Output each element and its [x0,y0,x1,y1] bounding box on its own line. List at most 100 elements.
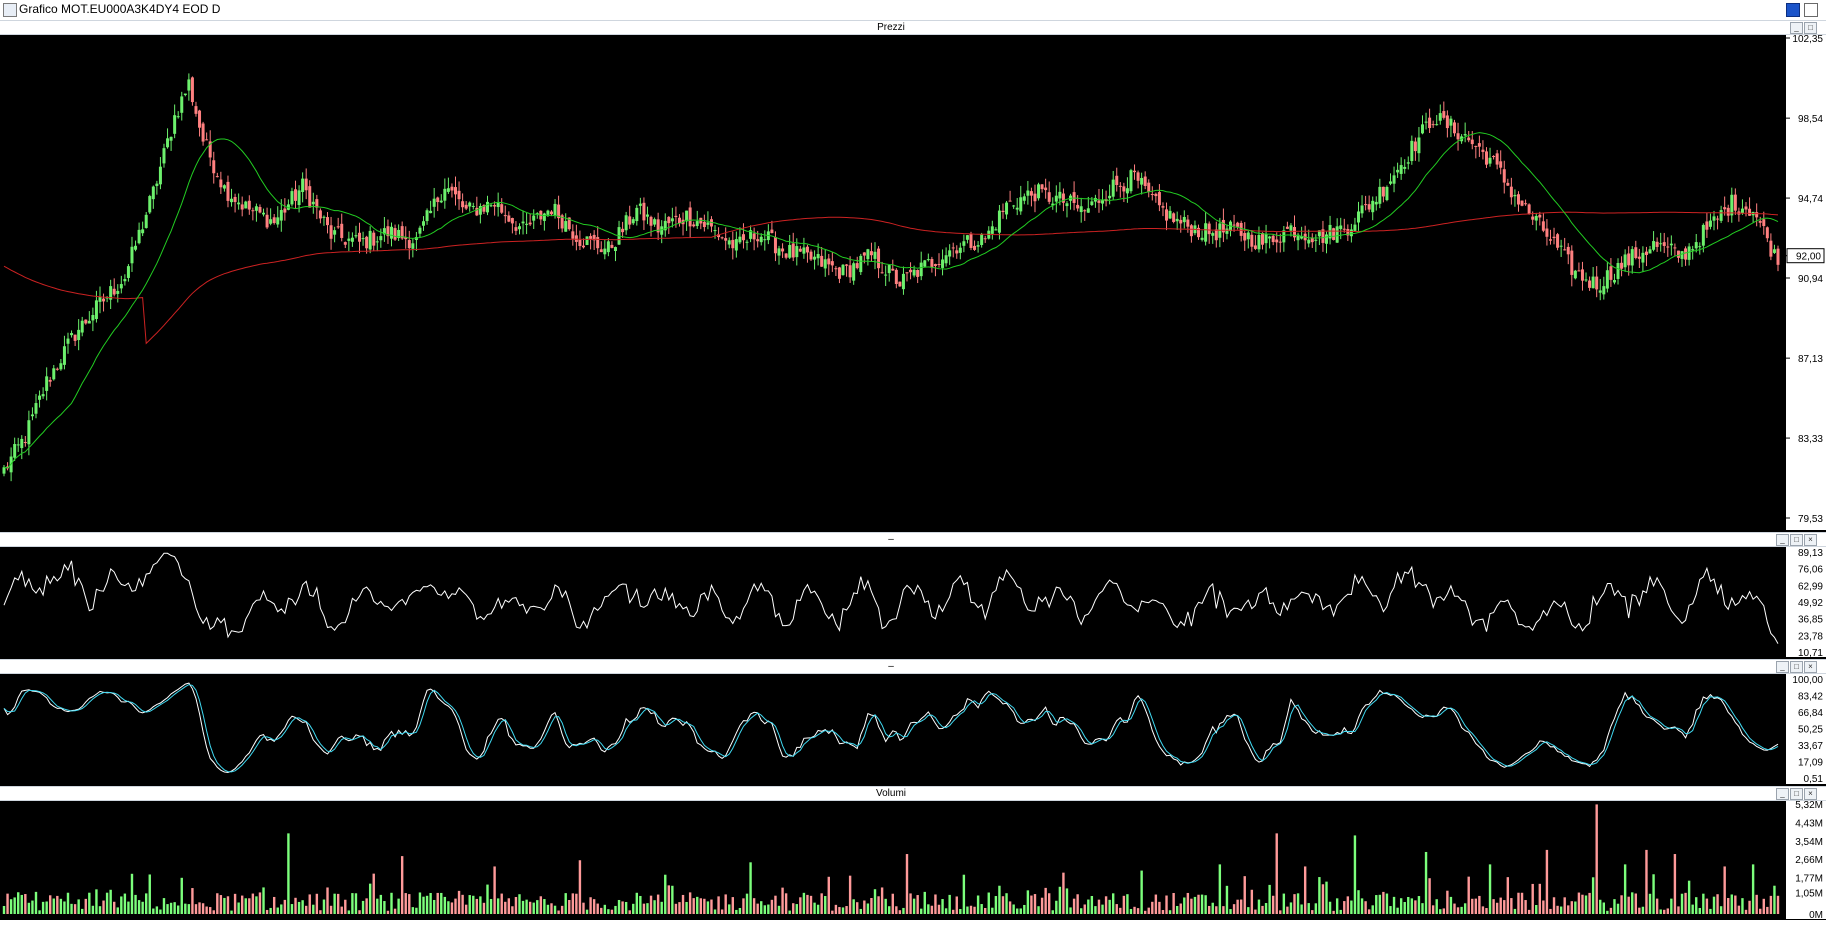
candle-body [226,181,230,201]
volume-bar [973,906,976,914]
candle-body [414,237,418,240]
volume-bar [987,892,990,914]
window-titlebar: Grafico MOT.EU000A3K4DY4 EOD D [0,0,1826,21]
volume-bar [745,893,749,914]
volume-bar [1062,872,1065,914]
volume-bar [582,902,585,914]
candle-body [1620,262,1624,269]
volume-bar [258,892,262,914]
candle-body [496,203,500,208]
volume-bar [891,893,894,914]
volume-bar [1431,905,1435,914]
volume-bar [482,902,486,914]
volume-bar [699,898,703,914]
panel-minimize-button[interactable]: _ [1776,788,1789,800]
candle-body [1637,256,1641,259]
candle-body [1659,243,1663,245]
candle-body [599,249,603,253]
candle-body [432,198,436,207]
candle-body [1385,186,1389,201]
candle-body [596,237,600,249]
volume-bar [1513,908,1517,914]
volume-bar [1076,894,1079,914]
volume-bar [1069,907,1072,914]
volume-bar [518,894,521,914]
candle-body [507,215,511,222]
candle-body [1015,207,1019,210]
panel-minimize-button[interactable]: _ [1776,534,1789,546]
panel-maximize-button[interactable]: □ [1804,22,1817,34]
volume-bar [1126,894,1129,914]
volume-bar [1147,907,1150,914]
window-close-button[interactable] [1804,3,1818,17]
rsi-line [3,552,1779,644]
volume-bar [2,905,6,914]
volume-bar [1151,901,1154,914]
panel-maximize-button[interactable]: □ [1790,788,1803,800]
candle-body [1655,241,1659,247]
candle-body [1548,239,1552,241]
volume-bar [1456,907,1460,914]
candle-body [1669,243,1673,246]
volume-bar [841,907,845,914]
candle-body [1644,251,1648,255]
volume-bar [536,900,539,914]
volume-bar [1215,906,1218,914]
candle-body [1516,194,1520,205]
panel-maximize-button[interactable]: □ [1790,661,1803,673]
candle-body [365,236,369,249]
candle-body [1214,229,1218,241]
panel-close-button[interactable]: × [1804,661,1817,673]
volume-bar [276,907,279,914]
volume-bar [1677,906,1680,914]
volume-bar [479,896,482,914]
volume-bar [553,905,557,914]
candle-body [1246,232,1250,240]
volume-bar [1392,896,1396,914]
volume-bar [642,903,646,914]
volume-bar [1048,893,1051,914]
volume-bar [1111,893,1115,914]
volume-bar [1119,907,1122,914]
volume-bar [280,904,283,914]
volume-bar [496,898,500,914]
window-restore-button[interactable] [1786,3,1800,17]
volume-bar [1705,898,1709,914]
candle-body [1520,200,1524,206]
volume-bar [795,904,798,914]
volume-bar [1616,903,1620,914]
candle-body [1026,190,1030,196]
candle-body [368,230,372,250]
volume-bar [105,892,109,914]
panel-close-button[interactable]: × [1804,788,1817,800]
candle-body [1509,186,1513,198]
candle-body [141,229,145,234]
candle-body [1349,229,1353,237]
volume-bar [1652,874,1655,914]
volume-bar [1673,854,1677,914]
candle-body [677,217,681,224]
volume-bar [1051,910,1054,914]
volume-bar [1460,906,1463,914]
panel-maximize-button[interactable]: □ [1790,534,1803,546]
volume-bar [859,908,862,914]
volume-bar [237,902,240,914]
candle-body [809,251,813,260]
volume-bar [1108,899,1111,914]
candle-body [578,239,582,247]
panel-close-button[interactable]: × [1804,534,1817,546]
volume-bar [308,894,311,914]
volume-bar [1016,908,1019,914]
volume-bar [1641,906,1645,914]
candle-body [1708,220,1712,227]
candle-body [635,207,639,222]
volume-bar [326,887,329,914]
candle-body [109,286,113,300]
panel-minimize-button[interactable]: _ [1790,22,1803,34]
volume-bar [376,898,379,914]
candle-body [144,214,148,228]
volume-bar [45,901,48,914]
panel-minimize-button[interactable]: _ [1776,661,1789,673]
volume-bar [1232,904,1236,914]
